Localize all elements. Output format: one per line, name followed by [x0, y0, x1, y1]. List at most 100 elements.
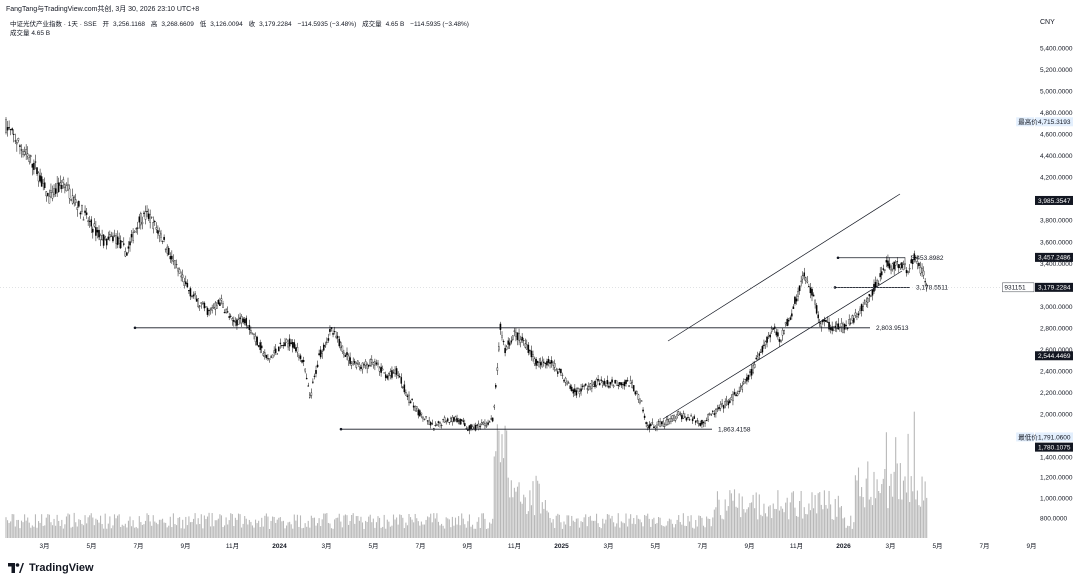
candle-body	[504, 348, 506, 354]
candle-body	[271, 354, 274, 359]
time-tick-label: 7月	[415, 542, 425, 550]
candle-body	[860, 304, 863, 311]
volume-bar	[470, 526, 472, 538]
volume-bar	[619, 527, 621, 538]
candle-body	[710, 414, 713, 416]
candle-body	[713, 413, 716, 415]
candle-body	[253, 333, 255, 335]
volume-bar	[312, 517, 314, 538]
candle-body	[132, 232, 134, 241]
volume-bar	[355, 516, 357, 538]
symbol-name[interactable]: 中证光伏产业指数 · 1天 · SSE	[10, 21, 97, 28]
candle-body	[574, 388, 576, 393]
volume-bar	[794, 507, 796, 538]
volume-bar	[764, 513, 767, 538]
time-axis[interactable]: 3月 5月 7月 9月 11月 2024 3月 5月 7月 9月 11月 2025 3月 5月 7月 9月 11…	[39, 542, 1036, 550]
volume-bar	[757, 519, 759, 538]
candle-body	[547, 358, 550, 363]
volume-bar	[732, 500, 734, 538]
candle-body	[916, 261, 919, 264]
candle-body	[823, 319, 826, 322]
volume-bar	[248, 519, 250, 538]
price-tag-box	[1035, 195, 1073, 205]
volume-bar	[281, 521, 283, 538]
volume-bar	[250, 521, 252, 538]
candle-body	[507, 340, 509, 345]
close-label: 收	[248, 21, 256, 28]
volume-bar	[529, 490, 531, 538]
volume-bar	[155, 522, 157, 538]
volume-bar	[690, 515, 692, 538]
volume-bar	[532, 481, 534, 538]
candle-body	[501, 335, 503, 338]
price-tick-label: 5,200.0000	[1040, 67, 1073, 74]
candle-body	[329, 329, 331, 332]
candle-body	[233, 320, 235, 322]
volume-tick-label: 1,400.0000	[1040, 454, 1073, 461]
volume-bar	[786, 497, 788, 538]
volume-bar	[682, 513, 684, 538]
volume-change: −114.5935 (−3.48%)	[410, 21, 469, 28]
candle-body	[276, 353, 279, 355]
time-tick-label: 7月	[697, 542, 707, 550]
candle-body	[454, 416, 457, 420]
volume-bar	[747, 507, 749, 538]
volume-bar	[199, 524, 201, 538]
volume-bar	[489, 522, 491, 538]
candle-body	[643, 415, 646, 418]
tradingview-logo[interactable]: TradingView	[8, 562, 94, 574]
volume-bar	[825, 505, 827, 538]
volume-bar	[560, 522, 562, 538]
volume-bar	[363, 528, 365, 538]
volume-bar	[892, 496, 894, 538]
volume-bar	[828, 490, 830, 538]
candle-body	[902, 264, 905, 271]
candle-body	[242, 318, 244, 323]
candle-body	[40, 176, 43, 187]
candle-body	[653, 426, 655, 428]
volume-bar	[293, 514, 295, 538]
volume-bar	[544, 500, 546, 538]
volume-bar	[126, 527, 128, 538]
candle-body	[200, 302, 203, 304]
volume-bar	[820, 504, 822, 538]
candle-body	[53, 188, 55, 195]
time-tick-label: 11月	[226, 542, 239, 550]
price-tag-label-box	[1016, 432, 1034, 442]
candle-body	[273, 350, 275, 354]
candle-body	[797, 291, 799, 297]
candle-body	[674, 417, 677, 421]
volume-bar	[179, 517, 181, 538]
volume-bar	[692, 527, 694, 538]
volume-bar	[633, 518, 635, 538]
candle-body	[557, 371, 559, 374]
candle-body	[656, 424, 658, 428]
candle-body	[561, 374, 564, 376]
volume-bar	[348, 524, 350, 538]
volume-bar	[28, 522, 30, 538]
volume-bar	[151, 525, 153, 538]
candle-body	[310, 392, 313, 396]
volume-bar	[887, 508, 889, 538]
candle-body	[37, 172, 40, 182]
candle-body	[918, 263, 920, 267]
time-tick-label: 2025	[554, 543, 569, 550]
candle-body	[826, 321, 829, 323]
volume-bar	[278, 517, 280, 538]
price-tick-label: 5,400.0000	[1040, 45, 1073, 52]
candle-body	[735, 394, 737, 397]
candle-body	[305, 377, 308, 380]
candle-body	[347, 355, 350, 361]
candle-body	[738, 390, 740, 392]
price-tag-label-box	[1002, 282, 1035, 293]
candle-body	[743, 381, 745, 384]
candle-body	[67, 184, 69, 186]
candle-body	[577, 388, 579, 390]
volume-bar	[795, 515, 798, 538]
candle-body	[408, 394, 410, 403]
volume-bar	[540, 513, 542, 538]
volume-bar	[696, 526, 698, 538]
candle-body	[887, 260, 889, 267]
volume-bar	[144, 520, 147, 538]
